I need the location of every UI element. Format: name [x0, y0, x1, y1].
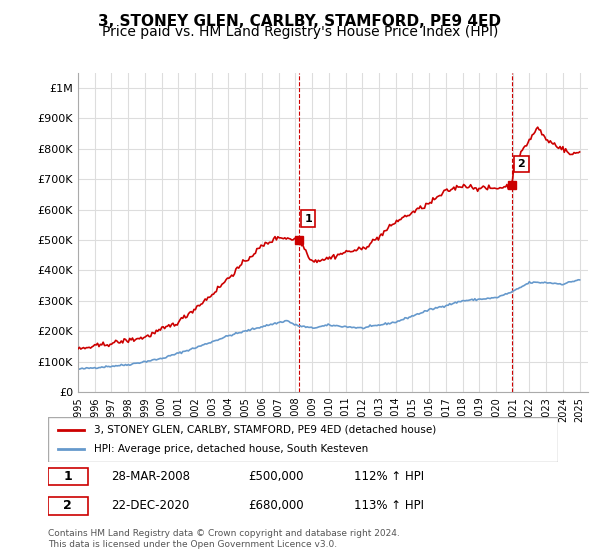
Text: 28-MAR-2008: 28-MAR-2008 [112, 470, 190, 483]
Text: 22-DEC-2020: 22-DEC-2020 [112, 500, 190, 512]
FancyBboxPatch shape [48, 468, 88, 486]
Text: HPI: Average price, detached house, South Kesteven: HPI: Average price, detached house, Sout… [94, 445, 368, 455]
Text: 112% ↑ HPI: 112% ↑ HPI [354, 470, 424, 483]
Text: 2: 2 [63, 500, 72, 512]
Text: Contains HM Land Registry data © Crown copyright and database right 2024.
This d: Contains HM Land Registry data © Crown c… [48, 529, 400, 549]
Text: 2: 2 [517, 159, 525, 169]
FancyBboxPatch shape [48, 497, 88, 515]
Text: 113% ↑ HPI: 113% ↑ HPI [354, 500, 424, 512]
FancyBboxPatch shape [48, 417, 558, 462]
Text: £680,000: £680,000 [248, 500, 304, 512]
Text: 3, STONEY GLEN, CARLBY, STAMFORD, PE9 4ED (detached house): 3, STONEY GLEN, CARLBY, STAMFORD, PE9 4E… [94, 424, 436, 435]
Text: Price paid vs. HM Land Registry's House Price Index (HPI): Price paid vs. HM Land Registry's House … [102, 25, 498, 39]
Text: 3, STONEY GLEN, CARLBY, STAMFORD, PE9 4ED: 3, STONEY GLEN, CARLBY, STAMFORD, PE9 4E… [98, 14, 502, 29]
Text: 1: 1 [63, 470, 72, 483]
Text: 1: 1 [304, 214, 312, 224]
Text: £500,000: £500,000 [248, 470, 304, 483]
